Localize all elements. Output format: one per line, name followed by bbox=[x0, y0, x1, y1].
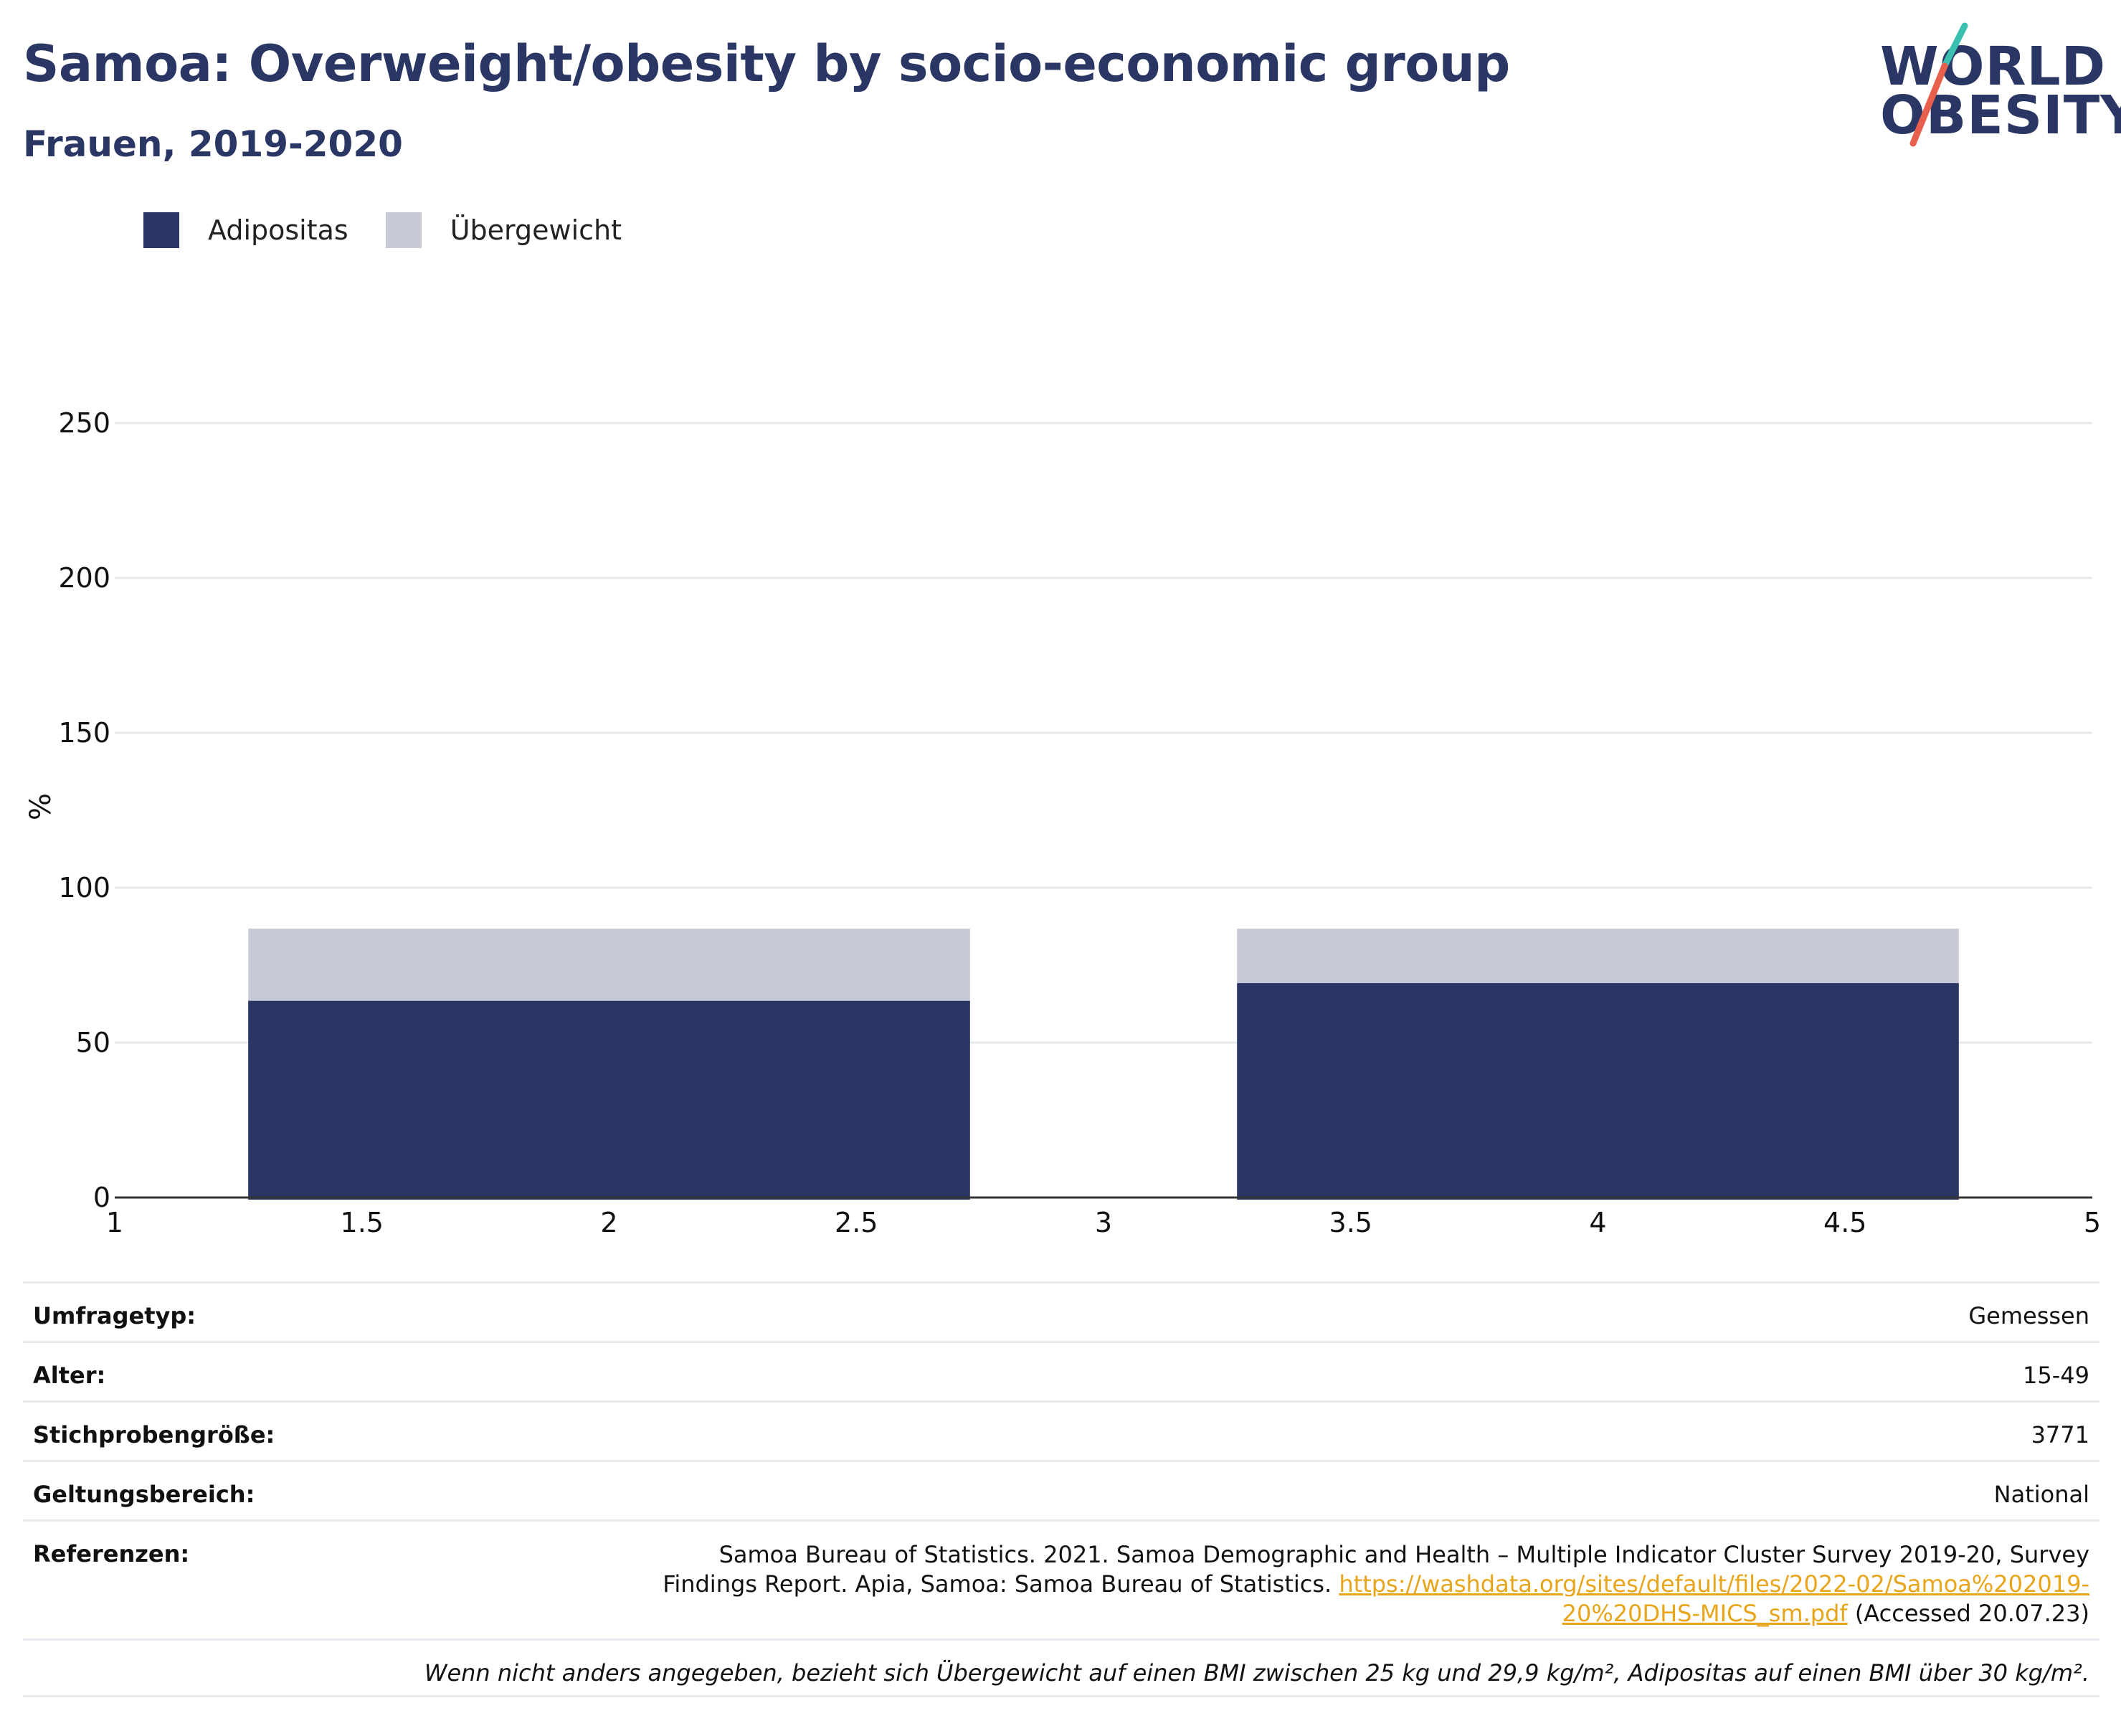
meta-row-sample-size: Stichprobengröße: 3771 bbox=[23, 1400, 2099, 1460]
legend-item-adipositas[interactable]: Adipositas bbox=[143, 212, 348, 248]
meta-key: Geltungsbereich: bbox=[33, 1481, 255, 1508]
x-tick-label: 3 bbox=[1095, 1207, 1112, 1238]
metadata-table: Umfragetyp: Gemessen Alter: 15-49 Stichp… bbox=[23, 1281, 2099, 1697]
legend-swatch-adipositas bbox=[143, 212, 179, 248]
legend-label-uebergewicht: Übergewicht bbox=[450, 214, 622, 246]
chart-legend: Adipositas Übergewicht bbox=[143, 212, 659, 248]
meta-value: 15-49 bbox=[2023, 1362, 2089, 1389]
y-tick-label: 250 bbox=[58, 407, 110, 439]
world-obesity-logo: WORLD OBESITY bbox=[1864, 22, 2121, 151]
x-tick-label: 2 bbox=[600, 1207, 617, 1238]
x-tick-label: 1 bbox=[106, 1207, 123, 1238]
meta-value: 3771 bbox=[2031, 1421, 2089, 1448]
x-tick-label: 3.5 bbox=[1329, 1207, 1372, 1238]
meta-row-references: Referenzen: Samoa Bureau of Statistics. … bbox=[23, 1519, 2099, 1638]
x-tick-label: 2.5 bbox=[835, 1207, 878, 1238]
x-tick-label: 5 bbox=[2084, 1207, 2101, 1238]
definition-note: Wenn nicht anders angegeben, bezieht sic… bbox=[424, 1659, 2089, 1687]
y-axis-title: % bbox=[24, 793, 57, 820]
meta-key: Alter: bbox=[33, 1362, 106, 1389]
meta-key: Stichprobengröße: bbox=[33, 1421, 275, 1448]
page-subtitle: Frauen, 2019-2020 bbox=[23, 123, 403, 165]
meta-value: National bbox=[1993, 1481, 2089, 1508]
bar-adipositas bbox=[1237, 983, 1959, 1200]
meta-row-note: Wenn nicht anders angegeben, bezieht sic… bbox=[23, 1638, 2099, 1697]
legend-item-uebergewicht[interactable]: Übergewicht bbox=[385, 212, 622, 248]
reference-text: Samoa Bureau of Statistics. 2021. Samoa … bbox=[627, 1540, 2089, 1628]
meta-key: Referenzen: bbox=[33, 1540, 190, 1567]
meta-key: Umfragetyp: bbox=[33, 1302, 196, 1329]
bar-uebergewicht bbox=[248, 929, 970, 1001]
y-tick-label: 0 bbox=[93, 1182, 110, 1213]
y-tick-label: 50 bbox=[76, 1027, 110, 1058]
reference-link[interactable]: https://washdata.org/sites/default/files… bbox=[1339, 1570, 2089, 1627]
page-title: Samoa: Overweight/obesity by socio-econo… bbox=[23, 34, 1510, 93]
meta-row-scope: Geltungsbereich: National bbox=[23, 1460, 2099, 1519]
y-tick-label: 200 bbox=[58, 562, 110, 594]
bar-adipositas bbox=[248, 1000, 970, 1200]
reference-citation: Samoa Bureau of Statistics. 2021. Samoa … bbox=[663, 1541, 2089, 1598]
bar-chart: 0 50 100 150 200 250 1 1.5 2 2.5 3 3.5 4 4.5 5% bbox=[24, 407, 2101, 1238]
x-tick-label: 4 bbox=[1589, 1207, 1606, 1238]
meta-value: Gemessen bbox=[1968, 1302, 2089, 1329]
meta-row-survey-type: Umfragetyp: Gemessen bbox=[23, 1281, 2099, 1341]
logo-slash-icon bbox=[1909, 22, 1968, 147]
y-tick-label: 150 bbox=[58, 717, 110, 749]
y-tick-label: 100 bbox=[58, 872, 110, 903]
x-tick-label: 4.5 bbox=[1823, 1207, 1866, 1238]
reference-accessed: (Accessed 20.07.23) bbox=[1847, 1600, 2089, 1627]
legend-swatch-uebergewicht bbox=[385, 212, 422, 248]
bar-uebergewicht bbox=[1237, 929, 1959, 984]
x-tick-label: 1.5 bbox=[341, 1207, 384, 1238]
logo-line-1: WORLD bbox=[1880, 36, 2107, 98]
legend-label-adipositas: Adipositas bbox=[208, 214, 348, 246]
meta-row-age: Alter: 15-49 bbox=[23, 1341, 2099, 1400]
